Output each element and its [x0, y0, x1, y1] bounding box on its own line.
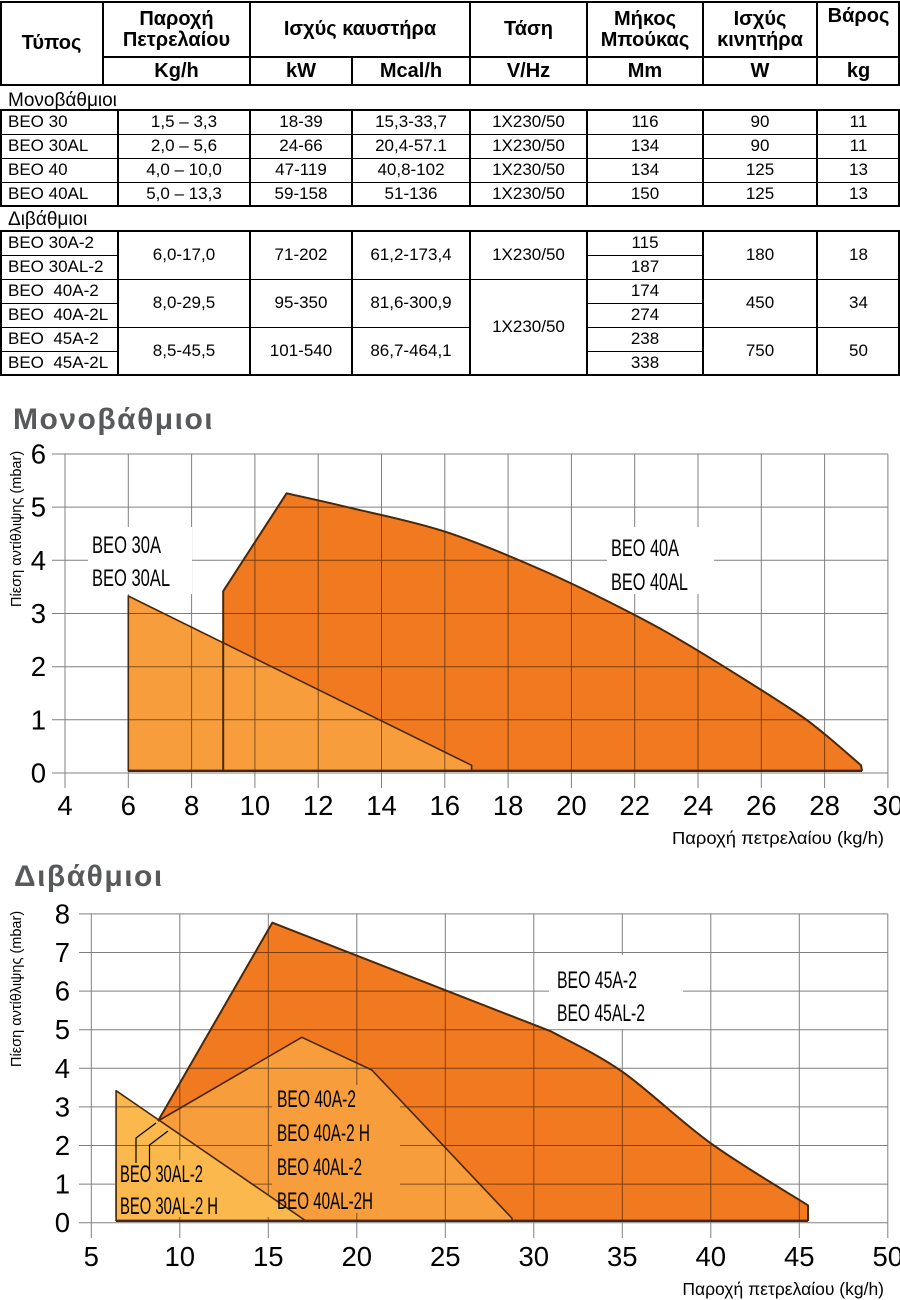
svg-text:3: 3: [55, 1091, 70, 1122]
svg-text:1: 1: [55, 1169, 70, 1200]
svg-text:2: 2: [31, 651, 46, 682]
svg-text:6: 6: [121, 790, 136, 821]
svg-text:12: 12: [303, 790, 334, 821]
svg-text:24: 24: [683, 790, 714, 821]
svg-text:BEO 45A-2: BEO 45A-2: [557, 967, 637, 994]
svg-text:Παροχή πετρελαίου (kg/h): Παροχή πετρελαίου (kg/h): [672, 828, 884, 848]
svg-text:BEO 40A: BEO 40A: [611, 535, 679, 562]
svg-text:BEO 40AL-2: BEO 40AL-2: [277, 1154, 362, 1181]
svg-text:4: 4: [57, 790, 72, 821]
svg-text:30: 30: [519, 1241, 550, 1272]
svg-text:10: 10: [240, 790, 271, 821]
svg-text:Πίεση αντίθλιψης (mbar): Πίεση αντίθλιψης (mbar): [9, 451, 25, 607]
svg-text:8: 8: [55, 898, 70, 929]
svg-text:0: 0: [31, 758, 46, 789]
svg-text:BEO 30AL: BEO 30AL: [92, 565, 170, 592]
svg-text:BEO 40AL-2H: BEO 40AL-2H: [277, 1188, 373, 1215]
svg-text:BEO 40AL: BEO 40AL: [611, 569, 688, 596]
svg-text:BEO 30AL-2 H: BEO 30AL-2 H: [120, 1193, 218, 1220]
svg-text:6: 6: [31, 439, 46, 470]
svg-text:10: 10: [165, 1241, 196, 1272]
svg-text:22: 22: [619, 790, 650, 821]
svg-text:16: 16: [430, 790, 461, 821]
svg-text:4: 4: [31, 545, 46, 576]
svg-text:6: 6: [55, 976, 70, 1007]
svg-text:0: 0: [55, 1207, 70, 1238]
svg-text:35: 35: [607, 1241, 638, 1272]
svg-text:50: 50: [873, 1241, 900, 1272]
svg-text:BEO 30A: BEO 30A: [92, 532, 161, 559]
svg-text:30: 30: [873, 790, 900, 821]
svg-text:26: 26: [746, 790, 777, 821]
svg-text:7: 7: [55, 937, 70, 968]
svg-text:14: 14: [366, 790, 397, 821]
svg-text:1: 1: [31, 704, 46, 735]
svg-text:40: 40: [696, 1241, 727, 1272]
svg-text:45: 45: [784, 1241, 815, 1272]
svg-text:15: 15: [253, 1241, 284, 1272]
svg-text:BEO 30AL-2: BEO 30AL-2: [120, 1161, 203, 1188]
svg-text:5: 5: [55, 1014, 70, 1045]
svg-text:BEO 40A-2 H: BEO 40A-2 H: [277, 1120, 370, 1147]
svg-text:4: 4: [55, 1053, 70, 1084]
svg-text:28: 28: [809, 790, 840, 821]
svg-text:8: 8: [184, 790, 199, 821]
svg-text:BEO 40A-2: BEO 40A-2: [277, 1086, 356, 1113]
svg-text:18: 18: [493, 790, 524, 821]
svg-text:2: 2: [55, 1130, 70, 1161]
svg-text:3: 3: [31, 598, 46, 629]
svg-text:20: 20: [342, 1241, 373, 1272]
svg-text:Παροχή πετρελαίου (kg/h): Παροχή πετρελαίου (kg/h): [682, 1279, 884, 1299]
svg-text:BEO 45AL-2: BEO 45AL-2: [557, 1000, 645, 1027]
svg-text:5: 5: [31, 492, 46, 523]
svg-text:20: 20: [556, 790, 587, 821]
svg-text:Πίεση αντίθλιψης (mbar): Πίεση αντίθλιψης (mbar): [9, 911, 25, 1067]
svg-text:25: 25: [430, 1241, 461, 1272]
svg-text:5: 5: [84, 1241, 99, 1272]
